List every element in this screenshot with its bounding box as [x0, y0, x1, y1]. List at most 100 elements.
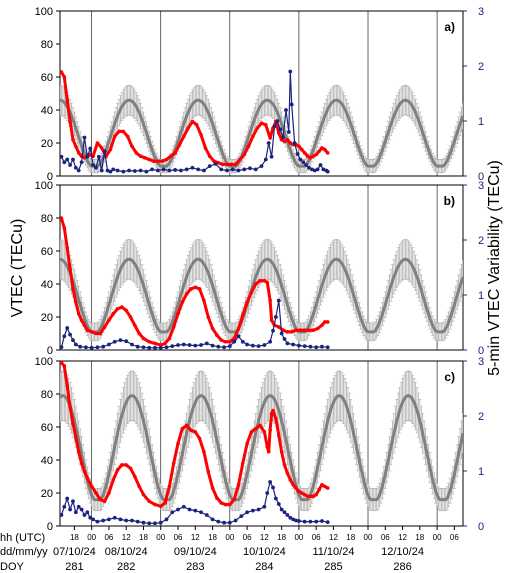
- left-tick-label: 20: [41, 488, 53, 500]
- observed-vtec-point: [107, 491, 111, 495]
- observed-vtec-point: [305, 494, 310, 499]
- date-label: 11/10/24: [312, 546, 354, 558]
- variability-point: [256, 344, 261, 349]
- observed-vtec-point: [302, 151, 307, 155]
- variability-point: [147, 345, 152, 350]
- observed-vtec-point: [323, 147, 327, 152]
- variability-point: [82, 513, 87, 517]
- observed-vtec-point: [176, 311, 180, 316]
- observed-vtec-point: [207, 154, 212, 158]
- variability-point: [207, 164, 212, 169]
- variability-point: [73, 165, 78, 170]
- x-tick-label: 18: [277, 533, 286, 542]
- variability-point: [302, 344, 307, 349]
- date-label: 08/10/24: [105, 546, 148, 558]
- observed-vtec-point: [76, 151, 81, 155]
- variability-point: [312, 168, 317, 173]
- variability-point: [71, 338, 75, 342]
- variability-point: [141, 520, 146, 525]
- observed-vtec-point: [269, 412, 274, 416]
- observed-vtec-point: [197, 436, 202, 441]
- variability-point: [193, 508, 198, 513]
- observed-vtec-point: [94, 491, 98, 495]
- left-tick-label: 100: [35, 6, 53, 18]
- left-tick-label: 60: [41, 422, 53, 434]
- observed-vtec-point: [240, 461, 245, 466]
- variability-point: [297, 343, 301, 348]
- observed-vtec-point: [223, 339, 228, 344]
- observed-vtec-point: [158, 343, 163, 347]
- x-tick-label: 06: [312, 533, 321, 542]
- observed-vtec-point: [71, 421, 75, 426]
- variability-point: [269, 154, 274, 159]
- observed-vtec-point: [143, 156, 147, 160]
- row-label-doy: DOY: [0, 561, 25, 573]
- observed-vtec-point: [156, 159, 160, 163]
- variability-point: [118, 517, 123, 522]
- observed-vtec-point: [216, 161, 221, 165]
- x-tick-label: 00: [225, 533, 234, 542]
- observed-vtec-point: [294, 328, 298, 333]
- observed-vtec-point: [189, 287, 193, 291]
- observed-vtec-point: [167, 484, 172, 489]
- x-tick-label: 18: [415, 533, 424, 542]
- observed-vtec-point: [194, 123, 199, 127]
- observed-vtec-point: [259, 121, 264, 125]
- observed-vtec-point: [147, 339, 152, 344]
- variability-point: [297, 519, 301, 523]
- date-label: 07/10/24: [53, 546, 96, 558]
- variability-point: [278, 127, 283, 132]
- variability-point: [242, 167, 247, 172]
- variability-point: [294, 518, 298, 523]
- observed-vtec-point: [274, 416, 278, 421]
- observed-vtec-point: [177, 142, 182, 147]
- x-tick-label: 06: [243, 533, 252, 542]
- observed-vtec-point: [189, 428, 193, 433]
- variability-point: [245, 342, 250, 347]
- observed-vtec-point: [236, 482, 241, 487]
- variability-point: [124, 339, 129, 344]
- variability-point: [318, 163, 323, 167]
- variability-point: [289, 102, 294, 107]
- variability-point: [225, 168, 229, 173]
- variability-point: [96, 154, 101, 159]
- x-tick-label: 12: [329, 533, 338, 542]
- observed-vtec-point: [314, 152, 318, 157]
- observed-vtec-point: [85, 476, 90, 480]
- variability-point: [121, 169, 126, 174]
- variability-point: [88, 146, 93, 151]
- variability-point: [60, 345, 64, 350]
- variability-point: [73, 342, 78, 347]
- observed-vtec-point: [291, 482, 295, 487]
- observed-vtec-point: [297, 489, 301, 494]
- observed-vtec-point: [269, 318, 274, 323]
- variability-point: [279, 507, 284, 512]
- variability-point: [240, 339, 245, 344]
- observed-vtec-point: [212, 159, 216, 163]
- observed-vtec-point: [98, 331, 103, 336]
- observed-vtec-point: [147, 499, 152, 504]
- observed-vtec-point: [190, 119, 195, 124]
- variability-point: [101, 344, 106, 349]
- observed-vtec-point: [317, 487, 321, 492]
- variability-point: [325, 520, 330, 525]
- right-tick-label: 3: [478, 180, 484, 192]
- observed-vtec-point: [315, 326, 320, 331]
- observed-vtec-point: [325, 151, 330, 155]
- observed-vtec-point: [111, 311, 116, 316]
- observed-vtec-point: [65, 383, 69, 388]
- observed-vtec-point: [206, 469, 211, 474]
- variability-point: [95, 345, 100, 350]
- observed-vtec-point: [65, 245, 69, 250]
- observed-vtec-point: [298, 328, 303, 333]
- variability-point: [68, 507, 72, 512]
- left-tick-label: 40: [41, 279, 53, 291]
- row-label-hour: hh (UTC): [0, 532, 45, 544]
- observed-vtec-point: [265, 445, 270, 449]
- variability-point: [210, 343, 215, 348]
- observed-vtec-point: [228, 339, 232, 344]
- variability-point: [276, 502, 281, 506]
- variability-point: [135, 344, 140, 349]
- observed-vtec-point: [128, 315, 133, 319]
- observed-vtec-point: [71, 137, 75, 142]
